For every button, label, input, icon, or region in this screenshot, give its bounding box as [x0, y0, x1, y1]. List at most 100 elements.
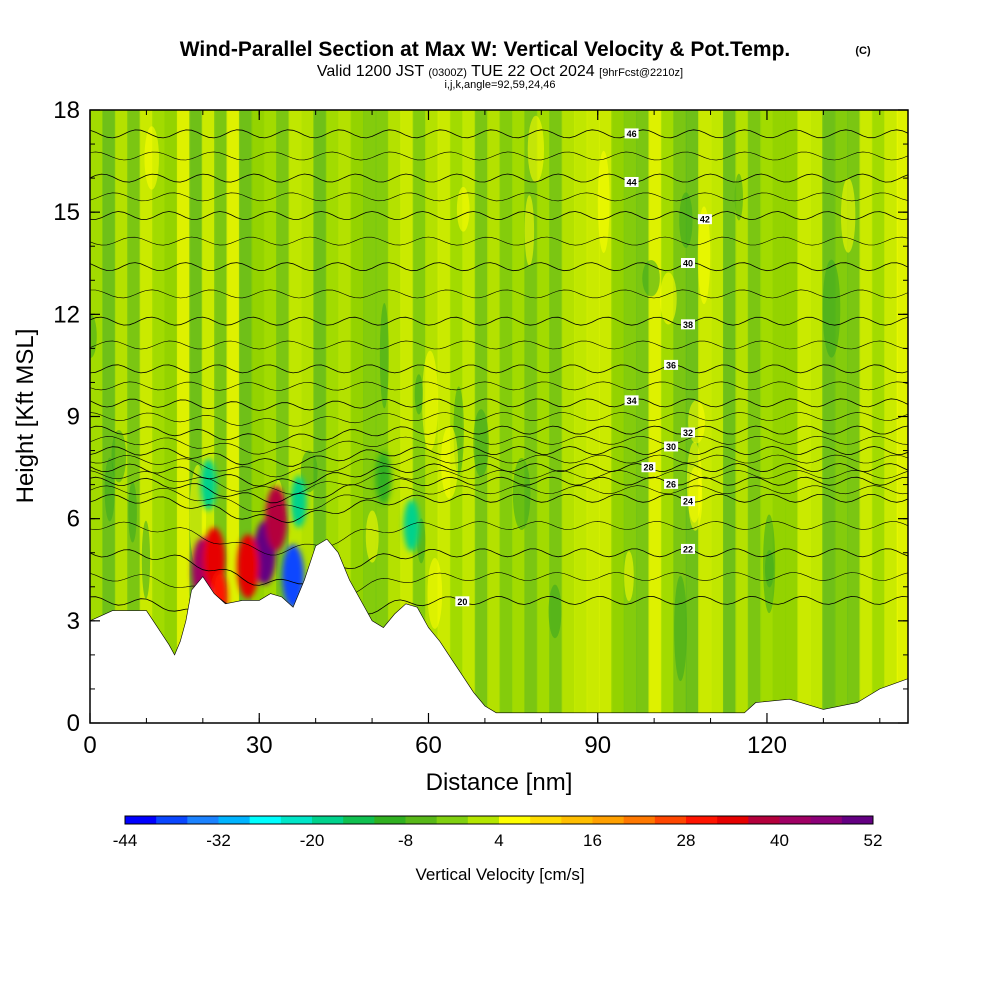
velocity-cell	[111, 430, 127, 483]
contour-label-text: 26	[666, 479, 676, 489]
contour-label-bg	[624, 176, 639, 187]
contour-label: 42	[697, 214, 712, 225]
velocity-band	[760, 110, 774, 723]
velocity-cell	[365, 510, 379, 563]
contour-label: 28	[641, 462, 656, 473]
velocity-band	[400, 110, 414, 723]
y-tick-label: 6	[67, 506, 80, 533]
velocity-band	[487, 110, 501, 723]
velocity-cell	[734, 173, 743, 221]
contour-label-bg	[664, 359, 679, 370]
velocity-band	[611, 110, 625, 723]
velocity-band	[809, 110, 824, 723]
isentrope-line	[90, 493, 908, 524]
contour-label: 22	[680, 543, 695, 554]
contour-label-text: 32	[683, 428, 693, 438]
velocity-cell	[427, 557, 443, 629]
velocity-band	[797, 110, 811, 723]
velocity-band	[785, 110, 799, 723]
isentrope-line	[90, 572, 908, 615]
velocity-cell	[688, 467, 703, 531]
velocity-band	[710, 110, 725, 723]
contour-label-text: 40	[683, 259, 693, 269]
contour-label-bg	[680, 543, 695, 554]
velocity-band	[536, 110, 551, 723]
isentrope-line	[90, 316, 908, 326]
isentrope-line	[90, 521, 908, 556]
colorbar-swatch	[561, 816, 593, 824]
colorbar-tick-label: 16	[583, 831, 602, 850]
colorbar-swatch	[218, 816, 251, 824]
velocity-cell	[512, 458, 531, 531]
contour-label: 26	[664, 478, 679, 489]
colorbar-swatch	[374, 816, 406, 824]
velocity-band	[226, 110, 241, 723]
x-tick-label: 120	[747, 732, 787, 759]
isentrope-line	[90, 236, 908, 246]
contour-label-bg	[664, 441, 679, 452]
x-tick-label: 30	[246, 732, 273, 759]
contour-label: 44	[624, 176, 639, 187]
velocity-cell	[527, 115, 545, 183]
contour-label-text: 22	[683, 544, 693, 554]
colorbar-swatch	[748, 816, 780, 824]
velocity-cell	[840, 177, 856, 253]
y-tick-label: 18	[53, 97, 80, 124]
velocity-cell	[403, 499, 420, 552]
isentrope-line	[90, 425, 908, 444]
velocity-cell	[548, 584, 562, 639]
title-copyright-mark: (C)	[855, 45, 871, 57]
velocity-band	[660, 110, 675, 723]
colorbar-swatch	[499, 816, 531, 824]
chart-subtitle: Valid 1200 JST (0300Z) TUE 22 Oct 2024 […	[317, 63, 683, 80]
isentrope-line	[90, 463, 908, 487]
isentrope-line	[90, 454, 908, 478]
isentrope-line	[90, 485, 908, 512]
contour-label-text: 44	[627, 177, 637, 187]
colorbar-swatch	[467, 816, 500, 824]
velocity-band	[834, 110, 849, 723]
chart-title: Wind-Parallel Section at Max W: Vertical…	[180, 38, 791, 61]
velocity-cell	[473, 409, 489, 477]
contour-label-bg	[455, 596, 470, 607]
colorbar-swatch	[779, 816, 812, 824]
y-tick-label: 9	[67, 404, 80, 431]
velocity-cell	[642, 260, 660, 297]
colorbar-swatch	[436, 816, 469, 824]
velocity-band	[636, 110, 650, 723]
velocity-cell	[524, 195, 535, 266]
contour-label-text: 46	[627, 129, 637, 139]
y-tick-label: 0	[67, 710, 80, 737]
velocity-band	[586, 110, 600, 723]
isentrope-line	[90, 211, 908, 221]
colorbar-swatch	[623, 816, 656, 824]
colorbar-title: Vertical Velocity [cm/s]	[415, 865, 584, 884]
velocity-band	[437, 110, 452, 723]
contour-label-bg	[680, 427, 695, 438]
velocity-band	[598, 110, 613, 723]
isentrope-line	[90, 364, 908, 374]
colorbar-swatch	[592, 816, 625, 824]
velocity-cell	[290, 475, 307, 528]
velocity-cell	[200, 458, 217, 511]
contour-label: 34	[624, 395, 639, 406]
contour-label-text: 30	[666, 442, 676, 452]
contour-label: 32	[680, 427, 695, 438]
colorbar-tick-label: 4	[494, 831, 503, 850]
velocity-cell	[414, 374, 423, 415]
colorbar-frame	[124, 815, 874, 825]
isentrope-line	[90, 151, 908, 161]
velocity-cell	[104, 457, 115, 522]
colorbar-swatch	[249, 816, 282, 824]
velocity-band	[722, 110, 737, 723]
isentrope-line	[90, 381, 908, 391]
contour-label: 40	[680, 258, 695, 269]
contour-label-bg	[680, 258, 695, 269]
isentrope-line	[90, 129, 908, 139]
contour-label: 20	[455, 596, 470, 607]
x-tick-label: 0	[83, 732, 96, 759]
colorbar-swatch	[125, 816, 157, 824]
isentrope-line	[90, 262, 908, 272]
velocity-cell	[128, 481, 137, 543]
